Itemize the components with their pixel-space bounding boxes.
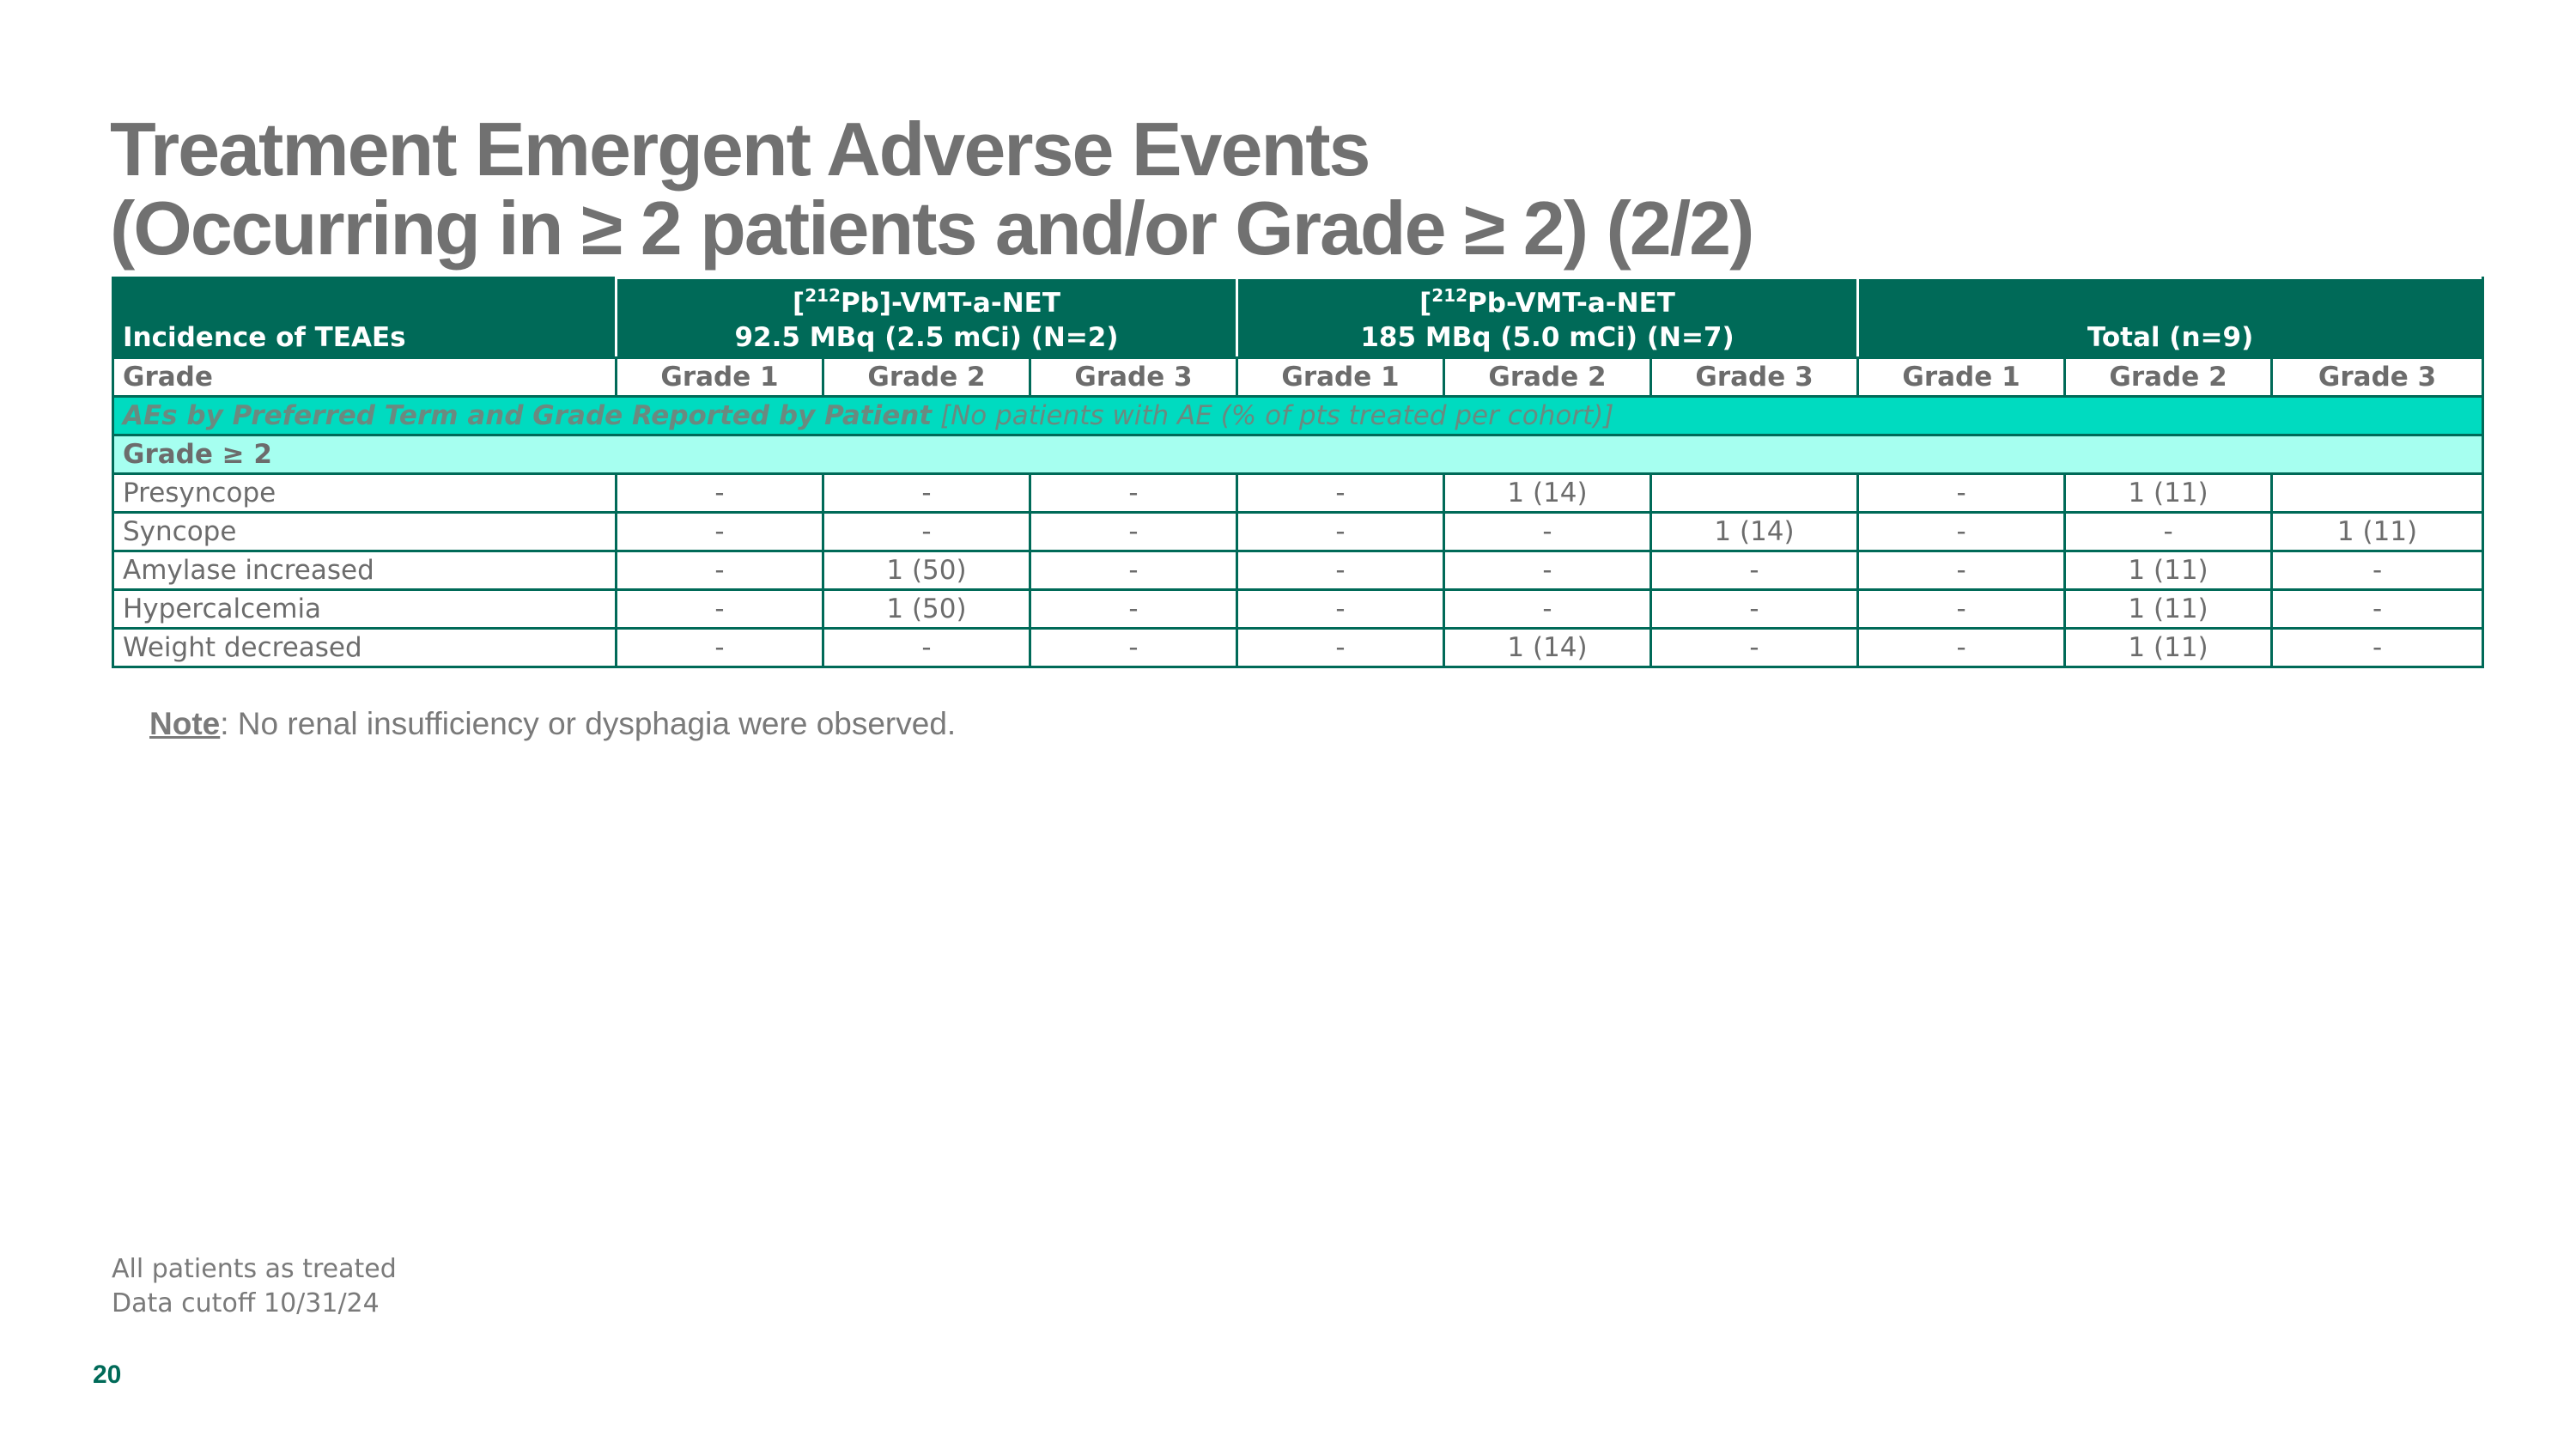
value-cell: - [1028, 472, 1239, 514]
note: Note: No renal insufficiency or dysphagi… [149, 706, 956, 742]
footnotes: All patients as treated Data cutoff 10/3… [112, 1252, 397, 1321]
value-cell: 1 (14) [1443, 627, 1653, 668]
value-cell: - [822, 511, 1031, 552]
term-cell: Amylase increased [112, 550, 617, 591]
value-cell: - [615, 588, 824, 630]
table-row: Presyncope - - - - 1 (14) - 1 (11) [112, 472, 2485, 514]
table-row: Weight decreased - - - - 1 (14) - - 1 (1… [112, 627, 2485, 668]
value-cell: - [1443, 588, 1653, 630]
value-cell: - [1649, 627, 1860, 668]
value-cell: - [1443, 550, 1653, 591]
value-cell: - [2063, 511, 2274, 552]
grade-header-row: Grade Grade 1 Grade 2 Grade 3 Grade 1 Gr… [112, 356, 2485, 398]
table-header-row: Incidence of TEAEs [212Pb]-VMT-a-NET 92.… [112, 277, 2485, 359]
slide-title-line-1: Treatment Emergent Adverse Events [110, 107, 1370, 192]
note-text: : No renal insufficiency or dysphagia we… [220, 706, 957, 741]
value-cell: 1 (11) [2063, 550, 2274, 591]
page-number: 20 [93, 1361, 122, 1389]
value-cell: - [1236, 472, 1446, 514]
value-cell: - [1649, 550, 1860, 591]
grade-label: Grade [112, 356, 617, 398]
value-cell: 1 (11) [2063, 627, 2274, 668]
footnote-population: All patients as treated [112, 1254, 397, 1284]
table-row: Hypercalcemia - 1 (50) - - - - - 1 (11) … [112, 588, 2485, 630]
value-cell: 1 (11) [2063, 588, 2274, 630]
value-cell: 1 (14) [1649, 511, 1860, 552]
value-cell: - [615, 511, 824, 552]
value-cell: - [1856, 472, 2067, 514]
subsection-row: Grade ≥ 2 [111, 434, 2485, 475]
section-row: AEs by Preferred Term and Grade Reported… [111, 395, 2485, 436]
grade-header-cell: Grade 1 [615, 356, 824, 398]
grade-header-cell: Grade 3 [1649, 356, 1860, 398]
value-cell: - [1028, 511, 1239, 552]
grade-header-cell: Grade 2 [822, 356, 1031, 398]
cohort-header-total: Total (n=9) [1856, 277, 2485, 359]
value-cell: - [615, 472, 824, 514]
value-cell: - [1028, 627, 1239, 668]
value-cell: - [1236, 511, 1446, 552]
subsection-label: Grade ≥ 2 [111, 434, 2485, 475]
value-cell: - [615, 627, 824, 668]
value-cell: - [1649, 588, 1860, 630]
value-cell: - [1856, 550, 2067, 591]
term-cell: Hypercalcemia [112, 588, 617, 630]
table-row: Amylase increased - 1 (50) - - - - - 1 (… [112, 550, 2485, 591]
value-cell: - [1028, 550, 1239, 591]
value-cell: 1 (11) [2270, 511, 2485, 552]
value-cell: - [615, 550, 824, 591]
value-cell: - [2270, 627, 2485, 668]
value-cell: - [2270, 550, 2485, 591]
corner-header: Incidence of TEAEs [112, 277, 617, 359]
value-cell: - [1856, 511, 2067, 552]
slide-title-line-2: (Occurring in ≥ 2 patients and/or Grade … [110, 186, 1754, 271]
term-cell: Weight decreased [112, 627, 617, 668]
value-cell: - [1443, 511, 1653, 552]
grade-header-cell: Grade 3 [2270, 356, 2485, 398]
slide-title: Treatment Emergent Adverse Events (Occur… [110, 110, 2257, 268]
value-cell: - [1028, 588, 1239, 630]
value-cell [1649, 472, 1860, 514]
cohort-header-2: [212Pb-VMT-a-NET 185 MBq (5.0 mCi) (N=7) [1236, 277, 1860, 359]
grade-header-cell: Grade 1 [1856, 356, 2067, 398]
value-cell [2270, 472, 2485, 514]
teae-table: Incidence of TEAEs [212Pb]-VMT-a-NET 92.… [111, 277, 2485, 668]
value-cell: - [1856, 588, 2067, 630]
value-cell: - [822, 627, 1031, 668]
value-cell: - [1236, 627, 1446, 668]
cohort-header-1: [212Pb]-VMT-a-NET 92.5 MBq (2.5 mCi) (N=… [614, 277, 1239, 359]
term-cell: Syncope [112, 511, 617, 552]
value-cell: 1 (50) [822, 588, 1031, 630]
section-label: AEs by Preferred Term and Grade Reported… [111, 395, 2485, 436]
value-cell: - [822, 472, 1031, 514]
term-cell: Presyncope [112, 472, 617, 514]
grade-header-cell: Grade 1 [1236, 356, 1446, 398]
note-label: Note [149, 706, 221, 741]
footnote-cutoff: Data cutoff 10/31/24 [112, 1288, 380, 1318]
table-row: Syncope - - - - - 1 (14) - - 1 (11) [112, 511, 2485, 552]
value-cell: 1 (11) [2063, 472, 2274, 514]
value-cell: - [2270, 588, 2485, 630]
value-cell: 1 (14) [1443, 472, 1653, 514]
grade-header-cell: Grade 2 [1443, 356, 1653, 398]
value-cell: 1 (50) [822, 550, 1031, 591]
value-cell: - [1856, 627, 2067, 668]
value-cell: - [1236, 550, 1446, 591]
grade-header-cell: Grade 3 [1028, 356, 1239, 398]
value-cell: - [1236, 588, 1446, 630]
grade-header-cell: Grade 2 [2063, 356, 2274, 398]
